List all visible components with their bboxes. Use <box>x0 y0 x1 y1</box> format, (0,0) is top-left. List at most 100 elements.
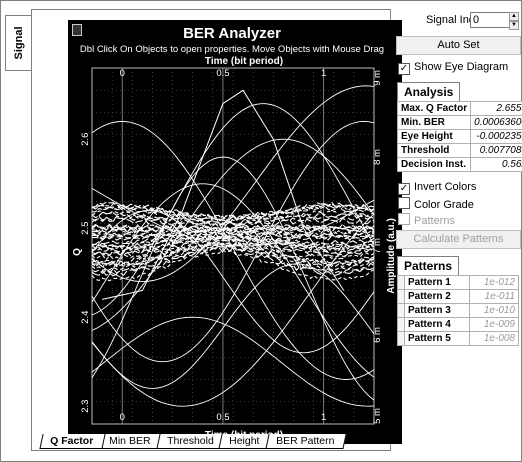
eye-trace <box>91 229 375 240</box>
signal-index-input[interactable] <box>470 12 512 28</box>
eye-trace <box>91 217 375 229</box>
eye-trace <box>91 232 375 248</box>
invert-colors-label: Invert Colors <box>414 181 477 193</box>
sweep-trace <box>91 316 375 407</box>
spin-up-icon[interactable]: ▲ <box>509 12 519 21</box>
eye-trace <box>91 232 375 246</box>
show-eye-diagram-checkbox[interactable]: ✓ Show Eye Diagram <box>398 61 508 75</box>
analysis-key: Decision Inst. <box>396 157 472 172</box>
chart-tabs: Q Factor Min BER Threshold Height BER Pa… <box>39 433 347 449</box>
patterns-checkbox-box[interactable] <box>398 213 410 225</box>
x-tick-label-top: 1 <box>321 68 326 79</box>
pattern-value: 1e-009 <box>468 317 520 332</box>
analysis-value: 2.65531 <box>470 101 522 116</box>
invert-colors-checkbox-box[interactable]: ✓ <box>398 183 410 195</box>
analysis-tab[interactable]: Analysis <box>397 82 461 101</box>
row-selector[interactable] <box>397 303 405 318</box>
sweep-trace <box>91 103 375 316</box>
sweep-trace <box>91 213 375 407</box>
signal-index-spinner[interactable]: ▲ ▼ <box>509 12 519 30</box>
patterns-table: Pattern 1 1e-012 Pattern 2 1e-011 Pattern … <box>397 275 520 346</box>
row-selector[interactable] <box>397 289 405 304</box>
x-tick-label-bottom: 0 <box>120 412 125 423</box>
eye-trace <box>91 225 375 234</box>
auto-set-button[interactable]: Auto Set <box>396 36 521 55</box>
analysis-key: Min. BER <box>396 115 472 130</box>
color-grade-label: Color Grade <box>414 199 474 211</box>
q-tick-label: 2.5 <box>80 222 91 235</box>
invert-colors-checkbox[interactable]: ✓ Invert Colors <box>398 181 476 195</box>
table-row: Decision Inst.0.5625 <box>396 157 522 172</box>
tab-q-factor-label: Q Factor <box>50 435 94 447</box>
eye-trace <box>91 234 375 252</box>
amplitude-tick-label: 5 m <box>372 408 383 424</box>
chart-title: BER Analyzer <box>183 25 281 42</box>
analysis-value: 0.00770831 <box>470 143 522 158</box>
chart-menu-icon[interactable] <box>72 24 82 36</box>
tab-threshold-label: Threshold <box>166 435 214 447</box>
analysis-key: Threshold <box>396 143 472 158</box>
sweep-trace <box>91 138 375 331</box>
calculate-patterns-button[interactable]: Calculate Patterns <box>396 230 521 249</box>
eye-trace <box>91 230 375 242</box>
tab-height[interactable]: Height <box>218 434 273 449</box>
pattern-name: Pattern 4 <box>404 317 470 332</box>
table-row[interactable]: Pattern 1 1e-012 <box>397 275 520 290</box>
spin-down-icon[interactable]: ▼ <box>509 21 519 30</box>
amplitude-tick-label: 9 m <box>372 70 383 86</box>
top-x-axis-label: Time (bit period) <box>205 56 283 67</box>
row-selector[interactable] <box>397 331 405 346</box>
show-eye-checkbox-box[interactable]: ✓ <box>398 63 410 75</box>
x-tick-label-bottom: 0.5 <box>216 412 229 423</box>
patterns-tab[interactable]: Patterns <box>397 256 460 275</box>
eye-trace <box>91 205 375 222</box>
q-factor-curves <box>91 85 375 407</box>
tab-ber-pattern[interactable]: BER Pattern <box>265 434 347 449</box>
analysis-value: -0.00023536 <box>470 129 522 144</box>
row-selector[interactable] <box>397 317 405 332</box>
amplitude-tick-label: 8 m <box>372 149 383 165</box>
sweep-trace <box>91 85 375 283</box>
eye-diagram-plot[interactable]: 0 0 0.5 0.5 1 1 2.3 2.4 2.5 2.6 5 m 6 m 7 m 8 m 9 m BE… <box>68 20 402 444</box>
eye-trace <box>91 233 375 250</box>
table-row[interactable]: Pattern 4 1e-009 <box>397 317 520 332</box>
pattern-name: Pattern 2 <box>404 289 470 304</box>
eye-trace <box>91 211 375 225</box>
color-grade-checkbox[interactable]: Color Grade <box>398 197 474 211</box>
eye-diagram-svg: 0 0 0.5 0.5 1 1 2.3 2.4 2.5 2.6 5 m 6 m 7 m 8 m 9 m BE… <box>72 25 397 441</box>
eye-trace <box>91 224 375 232</box>
tab-ber-pattern-label: BER Pattern <box>275 435 335 447</box>
table-row[interactable]: Pattern 5 1e-008 <box>397 331 520 346</box>
eye-trace <box>91 249 375 282</box>
q-tick-label: 2.6 <box>80 133 91 146</box>
analysis-value: 0.000636003 <box>470 115 522 130</box>
analysis-key: Eye Height <box>396 129 472 144</box>
q-tick-label: 2.3 <box>80 400 91 413</box>
analysis-key: Max. Q Factor <box>396 101 472 116</box>
tab-min-ber-label: Min BER <box>109 435 151 447</box>
patterns-checkbox[interactable]: Patterns <box>398 213 455 227</box>
chart-hint: Dbl Click On Objects to open properties.… <box>80 44 384 55</box>
table-row[interactable]: Pattern 3 1e-010 <box>397 303 520 318</box>
eye-trace <box>91 227 375 238</box>
row-selector[interactable] <box>397 275 405 290</box>
right-y-axis-label: Amplitude (a.u.) <box>386 218 397 294</box>
tab-threshold[interactable]: Threshold <box>156 434 226 449</box>
table-row[interactable]: Pattern 2 1e-011 <box>397 289 520 304</box>
eye-trace <box>91 244 375 272</box>
sweep-trace <box>91 209 375 354</box>
color-grade-checkbox-box[interactable] <box>398 197 410 209</box>
tab-min-ber[interactable]: Min BER <box>98 434 164 449</box>
tab-q-factor[interactable]: Q Factor <box>39 434 106 449</box>
x-tick-label-top: 0 <box>120 68 125 79</box>
tab-signal[interactable]: Signal <box>5 15 32 71</box>
eye-trace <box>91 203 375 221</box>
sweep-trace <box>91 120 375 363</box>
patterns-checkbox-label: Patterns <box>414 215 455 227</box>
pattern-name: Pattern 1 <box>404 275 470 290</box>
sweep-trace <box>91 263 375 389</box>
